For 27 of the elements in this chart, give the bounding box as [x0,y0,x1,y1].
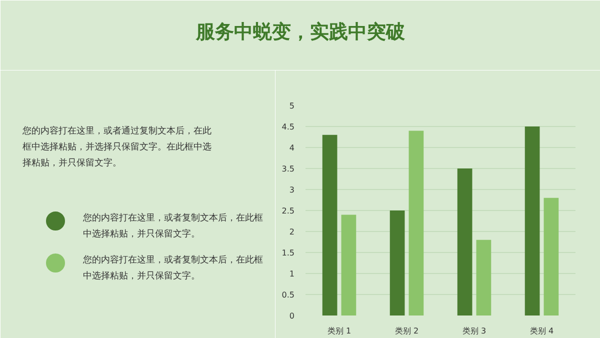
bar [457,168,472,316]
text: 您的内容打在这里，或者通过复制文本后，在此框中选择粘贴，并选择只保留文字。在此框中选择粘贴，并只保留文字。 [22,126,212,168]
y-tick-label: 2.5 [282,206,295,216]
y-tick-label: 3.5 [282,164,295,174]
y-tick-label: 1.5 [282,248,295,258]
legend-label: 您的内容打在这里，或者复制文本后，在此框中选择粘贴，并只保留文字。 [82,212,263,240]
x-tick-label: 类别 4 [530,326,554,336]
y-tick-label: 5 [289,102,295,110]
y-tick-label: 3 [289,186,295,194]
y-tick-label: 2 [289,228,295,236]
bar [524,126,540,316]
x-tick-label: 类别 2 [394,326,419,336]
bar [544,198,559,316]
y-tick-label: 4.5 [282,122,295,132]
x-tick-label: 类别 1 [327,326,352,336]
y-tick-label: 1 [289,270,295,278]
y-tick-label: 0.5 [282,290,295,300]
bar [408,130,424,316]
legend-label: 您的内容打在这里，或者复制文本后，在此框中选择粘贴，并只保留文字。 [82,254,263,282]
y-tick-label: 4 [289,144,295,152]
bar [390,210,405,316]
bar [476,240,492,316]
y-tick-label: 0 [289,312,295,320]
chart-title: 服务中蜕变，实践中突破 [195,21,406,43]
x-tick-label: 类别 3 [462,326,486,336]
bar [341,214,356,316]
bar [322,134,338,316]
